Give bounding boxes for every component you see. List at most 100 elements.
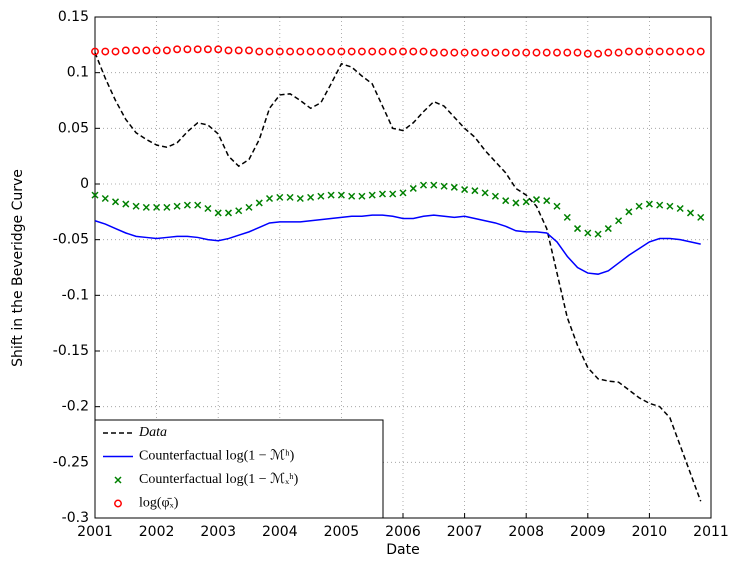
circle-marker <box>388 47 397 56</box>
x-marker <box>502 197 510 205</box>
y-tick-label: 0.15 <box>58 9 89 25</box>
circle-marker <box>409 47 418 56</box>
circle-marker <box>511 48 520 57</box>
y-tick-label: -0.3 <box>62 510 89 526</box>
circle-marker <box>378 47 387 56</box>
circle-marker <box>686 47 695 56</box>
x-marker <box>666 202 674 210</box>
x-marker <box>543 197 551 205</box>
circle-marker <box>327 47 336 56</box>
circle-marker <box>491 48 500 57</box>
x-marker <box>327 191 335 199</box>
x-marker <box>512 199 520 207</box>
x-marker <box>111 198 120 206</box>
x-marker <box>307 193 315 201</box>
circle-marker <box>183 45 192 54</box>
x-marker <box>348 192 356 200</box>
circle-marker <box>203 45 212 54</box>
x-tick-label: 2011 <box>693 524 729 540</box>
circle-marker <box>470 48 479 57</box>
circle-marker <box>121 46 130 55</box>
circle-marker <box>214 45 223 54</box>
circle-marker <box>624 47 633 56</box>
circle-marker <box>583 49 592 58</box>
circle-marker <box>337 47 346 56</box>
x-marker <box>153 203 161 211</box>
circle-marker <box>399 47 407 56</box>
legend: Data Counterfactual log(1 − ℳʰ) Counterfac… <box>94 419 384 519</box>
circle-marker <box>450 48 459 57</box>
x-marker <box>337 191 345 199</box>
plot-frame <box>94 16 712 519</box>
circle-marker <box>316 47 325 56</box>
x-marker <box>358 192 366 200</box>
x-marker <box>491 192 499 200</box>
circle-marker <box>614 48 623 57</box>
x-marker <box>265 194 274 203</box>
legend-label: Data <box>138 425 167 440</box>
circle-marker <box>573 48 582 57</box>
x-marker <box>450 183 458 191</box>
x-marker <box>419 181 428 189</box>
x-marker <box>604 225 612 233</box>
x-marker <box>286 193 294 201</box>
circle-marker <box>91 47 99 56</box>
circle-marker <box>676 47 685 56</box>
x-marker <box>645 200 653 208</box>
x-axis-label: Date <box>386 542 419 558</box>
circle-marker <box>635 47 644 56</box>
x-marker <box>584 229 592 237</box>
x-marker <box>389 190 397 198</box>
y-tick-label: 0.05 <box>58 120 89 136</box>
circle-marker <box>655 47 664 56</box>
circle-marker <box>306 47 315 56</box>
circle-marker <box>665 47 674 56</box>
x-marker <box>461 186 469 194</box>
x-marker <box>245 203 253 211</box>
x-tick-label: 2008 <box>508 524 544 540</box>
circle-marker <box>245 46 253 55</box>
x-marker <box>697 213 705 221</box>
x-marker <box>378 190 387 198</box>
x-marker <box>194 201 202 209</box>
x-marker <box>573 225 582 233</box>
circle-marker <box>152 46 161 55</box>
x-marker <box>686 209 695 217</box>
x-marker <box>532 196 541 204</box>
series-line <box>94 52 702 502</box>
x-marker <box>296 194 304 203</box>
circle-marker <box>296 47 305 56</box>
circle-marker <box>553 48 561 57</box>
y-tick-label: -0.2 <box>62 399 89 415</box>
circle-marker <box>419 47 428 56</box>
x-marker <box>553 202 561 210</box>
circle-marker <box>286 47 295 56</box>
x-marker <box>615 217 623 225</box>
circle-marker <box>224 46 233 55</box>
x-marker <box>214 209 222 217</box>
x-marker <box>399 189 407 197</box>
x-marker <box>430 181 438 189</box>
legend-swatch <box>114 499 122 508</box>
circle-marker <box>460 48 469 57</box>
y-tick-label: 0.1 <box>67 65 89 81</box>
x-marker <box>163 203 171 211</box>
x-tick-label: 2006 <box>385 524 421 540</box>
x-tick-label: 2001 <box>77 524 113 540</box>
series-line <box>94 214 701 275</box>
y-tick-label: -0.25 <box>53 454 89 470</box>
x-marker <box>471 187 479 195</box>
circle-marker <box>696 47 705 56</box>
circle-marker <box>440 48 449 57</box>
x-marker <box>409 184 417 192</box>
y-tick-label: -0.15 <box>53 343 89 359</box>
circle-marker <box>542 48 551 57</box>
y-tick-label: 0 <box>80 176 89 192</box>
x-tick-label: 2002 <box>139 524 175 540</box>
x-marker <box>440 182 448 190</box>
circle-marker <box>142 46 151 55</box>
legend-label: log(φ̄ₓ) <box>139 496 179 511</box>
x-marker <box>481 189 489 197</box>
circle-marker <box>193 45 202 54</box>
